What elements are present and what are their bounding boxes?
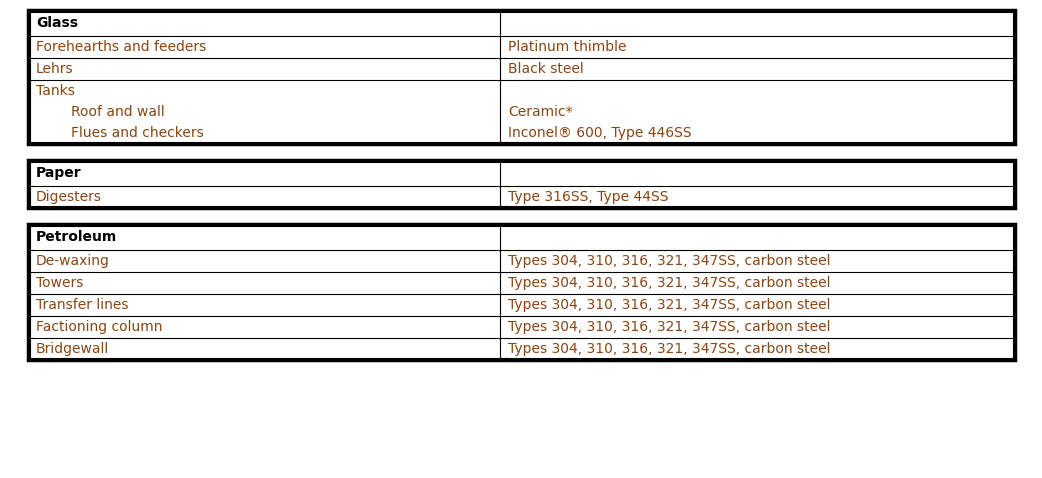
- Text: De-waxing: De-waxing: [36, 254, 109, 268]
- Text: Types 304, 310, 316, 321, 347SS, carbon steel: Types 304, 310, 316, 321, 347SS, carbon …: [508, 320, 830, 334]
- Text: Factioning column: Factioning column: [36, 320, 163, 334]
- Text: Inconel® 600, Type 446SS: Inconel® 600, Type 446SS: [508, 126, 692, 141]
- Text: Platinum thimble: Platinum thimble: [508, 40, 626, 54]
- Text: Forehearths and feeders: Forehearths and feeders: [36, 40, 206, 54]
- Text: Transfer lines: Transfer lines: [36, 298, 128, 312]
- Text: Paper: Paper: [36, 166, 81, 180]
- Text: Roof and wall: Roof and wall: [36, 105, 165, 119]
- Text: Towers: Towers: [36, 276, 83, 290]
- Text: Flues and checkers: Flues and checkers: [36, 126, 204, 141]
- Text: Types 304, 310, 316, 321, 347SS, carbon steel: Types 304, 310, 316, 321, 347SS, carbon …: [508, 254, 830, 268]
- Text: Black steel: Black steel: [508, 62, 584, 76]
- Text: Petroleum: Petroleum: [36, 230, 118, 244]
- Bar: [30, 12, 1013, 142]
- Text: Digesters: Digesters: [36, 190, 102, 204]
- Text: Types 304, 310, 316, 321, 347SS, carbon steel: Types 304, 310, 316, 321, 347SS, carbon …: [508, 276, 830, 290]
- Bar: [30, 162, 1013, 206]
- Bar: [30, 226, 1013, 358]
- Text: Types 304, 310, 316, 321, 347SS, carbon steel: Types 304, 310, 316, 321, 347SS, carbon …: [508, 342, 830, 356]
- Text: Glass: Glass: [36, 16, 78, 30]
- Bar: [28, 224, 1015, 360]
- Text: Types 304, 310, 316, 321, 347SS, carbon steel: Types 304, 310, 316, 321, 347SS, carbon …: [508, 298, 830, 312]
- Text: Lehrs: Lehrs: [36, 62, 74, 76]
- Bar: [28, 160, 1015, 208]
- Text: Ceramic*: Ceramic*: [508, 105, 573, 119]
- Text: Type 316SS, Type 44SS: Type 316SS, Type 44SS: [508, 190, 669, 204]
- Text: Bridgewall: Bridgewall: [36, 342, 109, 356]
- Text: Tanks: Tanks: [36, 84, 75, 98]
- Bar: [28, 10, 1015, 144]
